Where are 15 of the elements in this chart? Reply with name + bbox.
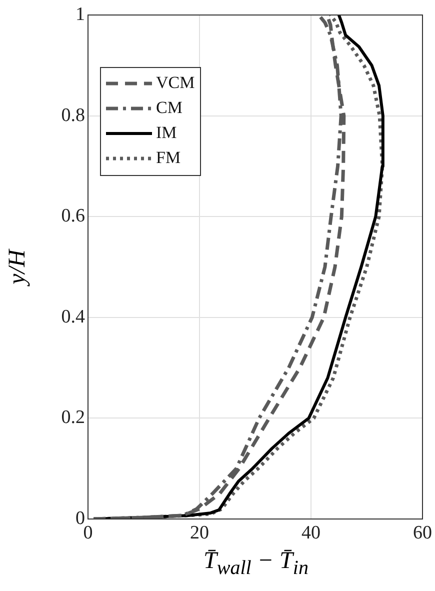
y-tick-label: 0.6: [61, 206, 85, 227]
legend-label: IM: [156, 122, 177, 142]
legend-label: FM: [156, 148, 181, 167]
x-tick-label: 60: [413, 522, 432, 544]
y-axis-title: y/H: [4, 250, 32, 284]
x-tick-label: 20: [190, 522, 209, 544]
x-axis-title: T̄$_{wall}$ − T̄$_{in}$: [202, 548, 310, 580]
legend-label: VCM: [156, 72, 195, 92]
y-tick-label: 0: [76, 508, 85, 529]
y-tick-label: 0.8: [61, 104, 85, 126]
y-tick-label: 0.2: [61, 407, 85, 428]
legend-label: CM: [156, 98, 182, 117]
x-tick-label: 40: [302, 522, 320, 544]
y-tick-label: 0.4: [61, 306, 86, 328]
y-tick-label: 1: [76, 4, 85, 25]
